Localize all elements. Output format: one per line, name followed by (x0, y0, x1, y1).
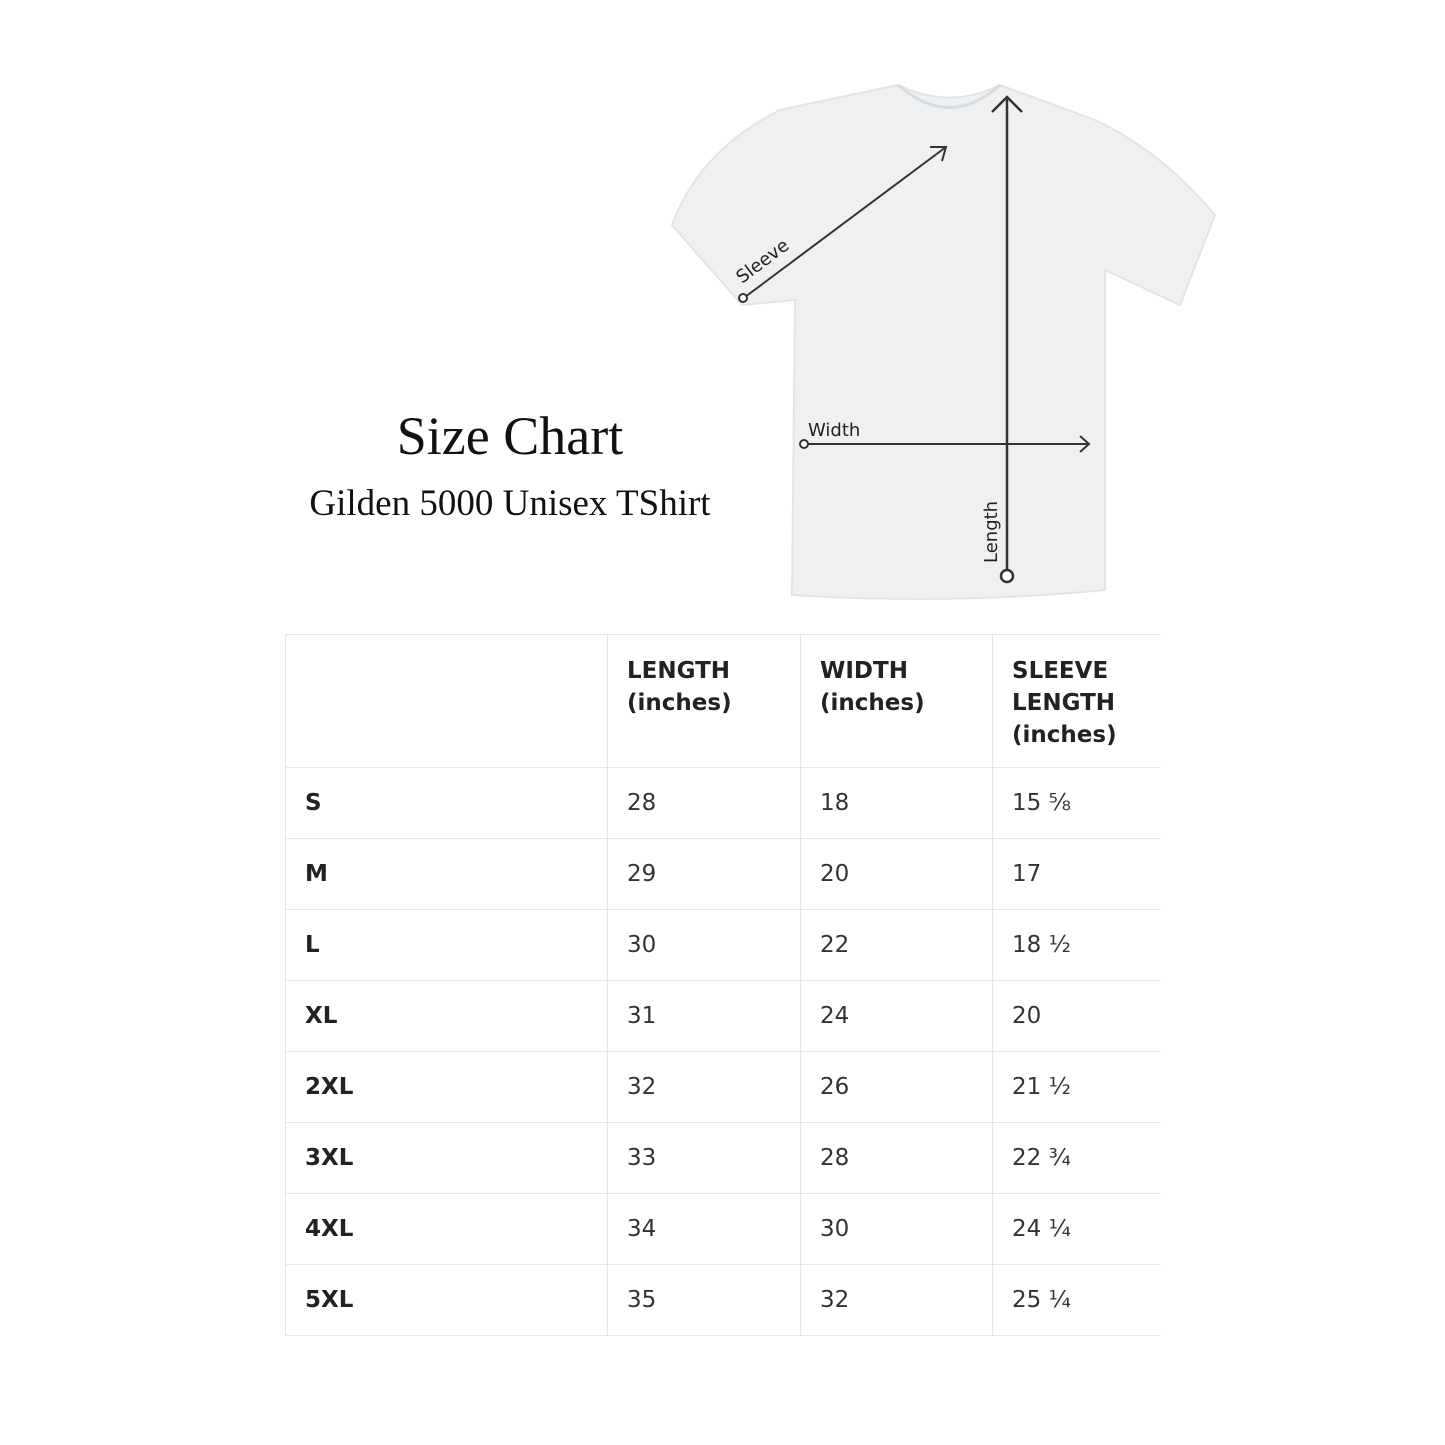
table-row: 2XL 32 26 21 ½ (285, 1051, 1161, 1123)
page-subtitle: Gilden 5000 Unisex TShirt (309, 483, 711, 524)
cell-size: XL (285, 980, 608, 1052)
cell-length: 29 (607, 838, 801, 910)
table-row: 3XL 33 28 22 ¾ (285, 1122, 1161, 1194)
cell-width: 18 (800, 767, 993, 839)
header-length-text: LENGTH (inches) (627, 658, 732, 716)
cell-size: 3XL (285, 1122, 608, 1194)
cell-size: S (285, 767, 608, 839)
cell-sleeve-length: 17 (992, 838, 1161, 910)
cell-sleeve-length: 20 (992, 980, 1161, 1052)
cell-length: 33 (607, 1122, 801, 1194)
table-row: 5XL 35 32 25 ¼ (285, 1264, 1161, 1336)
table-row: M 29 20 17 (285, 838, 1161, 910)
cell-sleeve-length: 18 ½ (992, 909, 1161, 981)
cell-length: 35 (607, 1264, 801, 1336)
table-row: L 30 22 18 ½ (285, 909, 1161, 981)
cell-length: 30 (607, 909, 801, 981)
cell-size: 4XL (285, 1193, 608, 1265)
cell-length: 32 (607, 1051, 801, 1123)
cell-sleeve-length: 21 ½ (992, 1051, 1161, 1123)
size-table: LENGTH (inches) WIDTH (inches) SLEEVE LENGT… (285, 634, 1161, 1336)
header-size (285, 634, 608, 768)
cell-size: 2XL (285, 1051, 608, 1123)
header-sleeve-text: SLEEVE LENGTH (inches) (1012, 658, 1117, 748)
cell-width: 26 (800, 1051, 993, 1123)
cell-size: L (285, 909, 608, 981)
cell-length: 34 (607, 1193, 801, 1265)
cell-width: 24 (800, 980, 993, 1052)
cell-width: 32 (800, 1264, 993, 1336)
header-width-text: WIDTH (inches) (820, 658, 925, 716)
cell-size: M (285, 838, 608, 910)
cell-width: 22 (800, 909, 993, 981)
cell-sleeve-length: 22 ¾ (992, 1122, 1161, 1194)
header-width: WIDTH (inches) (800, 634, 993, 768)
cell-width: 30 (800, 1193, 993, 1265)
header-length: LENGTH (inches) (607, 634, 801, 768)
cell-sleeve-length: 15 ⅝ (992, 767, 1161, 839)
header-sleeve-length: SLEEVE LENGTH (inches) (992, 634, 1161, 768)
cell-length: 28 (607, 767, 801, 839)
cell-width: 28 (800, 1122, 993, 1194)
page-title: Size Chart (396, 406, 624, 466)
length-label: Length (981, 501, 1002, 563)
cell-sleeve-length: 25 ¼ (992, 1264, 1161, 1336)
table-header-row: LENGTH (inches) WIDTH (inches) SLEEVE LENGT… (285, 634, 1161, 768)
table-row: S 28 18 15 ⅝ (285, 767, 1161, 839)
table-row: XL 31 24 20 (285, 980, 1161, 1052)
table-row: 4XL 34 30 24 ¼ (285, 1193, 1161, 1265)
cell-sleeve-length: 24 ¼ (992, 1193, 1161, 1265)
cell-width: 20 (800, 838, 993, 910)
cell-length: 31 (607, 980, 801, 1052)
width-label: Width (808, 420, 860, 441)
cell-size: 5XL (285, 1264, 608, 1336)
